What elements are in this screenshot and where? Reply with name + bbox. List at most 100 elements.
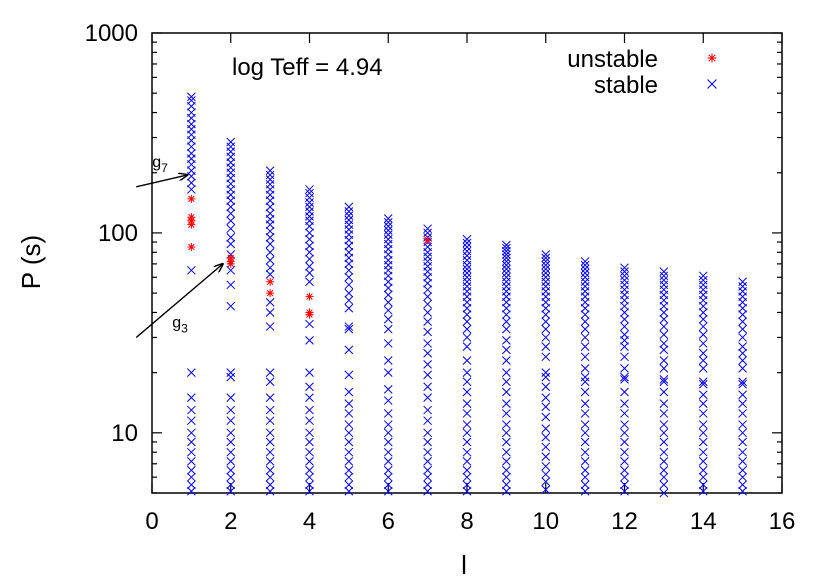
stable-point [383,465,393,475]
stable-point [698,409,708,418]
stable-point [620,409,629,418]
stable-point [344,456,354,466]
stable-point [305,456,314,466]
stable-point [462,242,472,252]
stable-point [620,456,629,466]
stable-point [462,377,472,387]
stable-point [580,272,590,282]
stable-point [738,399,747,408]
stable-point [226,368,236,377]
stable-point [423,480,432,490]
y-tick-label: 10 [111,420,138,447]
stable-point [305,486,314,496]
stable-point [541,452,551,462]
stable-point [344,241,354,251]
stable-point [502,356,511,365]
stable-point [383,396,393,405]
stable-point [502,277,511,287]
stable-point [580,420,590,429]
stable-point [502,465,511,475]
stable-point [620,322,629,331]
stable-point [462,368,472,377]
stable-point [580,377,590,387]
stable-point [462,399,472,408]
stable-point [541,333,551,342]
stable-point [265,170,275,180]
unstable-point [305,310,314,319]
stable-point [580,447,590,457]
stable-point [226,209,236,218]
stable-point [580,387,590,397]
stable-point [462,310,472,320]
stable-point [187,185,196,194]
stable-point [580,399,590,408]
stable-point [265,405,275,415]
x-tick-label: 0 [145,508,158,535]
stable-point [580,465,590,475]
stable-point [187,178,196,188]
stable-point [383,221,393,231]
stable-point [226,393,236,402]
stable-point [620,342,629,351]
stable-point [580,472,590,482]
stable-point [541,250,551,259]
stable-point [738,379,747,389]
stable-point [344,486,354,496]
stable-point [265,377,275,387]
stable-point [502,272,511,282]
stable-point [305,212,314,221]
stable-point [462,486,472,496]
stable-point [620,437,629,447]
stable-point [226,224,236,234]
stable-point [580,428,590,438]
stable-point [344,211,354,220]
stable-point [265,480,275,490]
stable-point [502,368,511,377]
unstable-point [187,243,196,252]
stable-point [462,387,472,397]
stable-point [620,372,629,382]
stable-point [541,469,551,479]
stable-point [659,420,669,429]
stable-point [265,196,275,206]
stable-point [541,393,551,402]
stable-point [541,352,551,362]
stable-point [344,259,354,269]
x-tick-label: 14 [690,508,717,535]
stable-point [383,456,393,466]
stable-point [423,285,432,295]
stable-point [502,317,511,326]
data-points [187,92,747,498]
stable-point [502,399,511,408]
unstable-point [423,236,432,245]
stable-point [305,472,314,482]
stable-point [187,456,196,466]
stable-point [462,465,472,475]
stable-point [383,472,393,482]
label-g7: g7 [152,154,168,175]
stable-point [659,275,669,285]
stable-point [541,461,551,471]
stable-point [383,297,393,307]
stable-point [738,390,747,400]
stable-point [344,472,354,482]
stable-point [265,263,275,273]
unstable-point [226,259,235,268]
stable-point [698,420,708,429]
unstable-point [266,289,275,298]
stable-point [580,303,590,313]
stable-point [423,228,432,238]
stable-point [383,314,393,324]
stable-point [502,253,511,263]
stable-point [541,277,551,287]
stable-point [305,234,314,244]
stable-point [187,416,196,426]
series-stable [187,92,747,498]
stable-point [462,277,472,287]
stable-point [265,255,275,265]
stable-point [659,364,669,373]
stable-point [580,456,590,466]
stable-point [383,420,393,429]
stable-point [580,333,590,342]
